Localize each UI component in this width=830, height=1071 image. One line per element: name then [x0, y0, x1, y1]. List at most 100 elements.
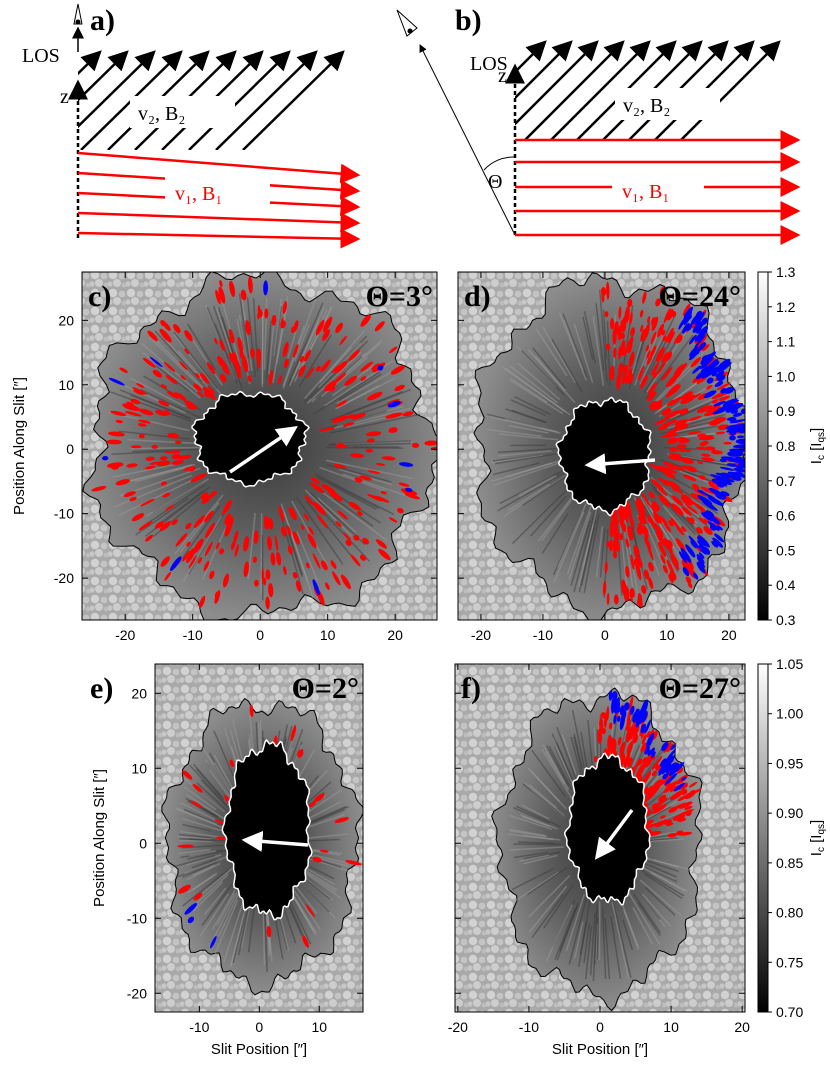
red-patch — [723, 441, 732, 445]
red-patch — [660, 515, 669, 528]
blue-patch — [695, 332, 703, 342]
blue-patch — [705, 510, 715, 517]
filament — [510, 399, 547, 417]
red-patch — [281, 526, 287, 537]
filament — [187, 849, 229, 860]
blue-patch — [664, 772, 670, 778]
red-patch — [286, 525, 292, 537]
blue-patch — [707, 496, 724, 507]
filament — [113, 474, 192, 508]
filament — [497, 447, 563, 454]
los-label: LOS — [22, 45, 60, 67]
red-patch — [106, 439, 122, 445]
filament — [557, 500, 588, 568]
filament — [509, 814, 553, 831]
red-patch — [360, 376, 367, 381]
red-patch — [152, 369, 163, 378]
filament — [573, 323, 594, 383]
red-patch — [353, 534, 360, 541]
filament — [509, 379, 564, 415]
red-patch — [282, 301, 287, 314]
colorbar-tick-label: 1.2 — [776, 299, 796, 315]
panel-label: a) — [90, 4, 115, 37]
upper-label: v₂, B₂ — [623, 95, 670, 117]
red-patch — [671, 503, 684, 516]
label-bg — [615, 88, 720, 120]
blue-patch — [681, 776, 687, 781]
blue-patch — [700, 359, 708, 366]
blue-patch — [696, 554, 705, 564]
red-patch — [164, 571, 172, 581]
red-patch — [599, 717, 604, 732]
red-patch — [404, 493, 421, 500]
filament — [177, 350, 204, 380]
red-patch — [193, 383, 202, 392]
red-patch — [649, 783, 661, 796]
filament — [182, 823, 211, 832]
red-patch — [655, 346, 665, 363]
filament — [280, 503, 309, 582]
red-patch — [677, 818, 687, 823]
red-patch — [165, 450, 182, 454]
colorbar-tick-label: 0.4 — [776, 577, 796, 593]
filament — [639, 863, 678, 883]
red-patch — [607, 745, 611, 757]
filament — [639, 879, 682, 917]
red-patch — [204, 510, 214, 523]
red-patch — [325, 582, 330, 590]
blue-patch — [689, 334, 697, 345]
filament — [192, 873, 216, 891]
label-bg — [612, 172, 704, 208]
red-patch — [397, 507, 404, 514]
red-patch — [305, 562, 310, 569]
red-patch — [280, 320, 286, 329]
red-patch — [666, 308, 674, 321]
red-patch — [186, 541, 191, 547]
filament — [187, 323, 217, 371]
red-patch — [613, 594, 619, 605]
red-patch — [703, 526, 713, 535]
y-tick-label: 10 — [58, 377, 74, 393]
filament — [282, 299, 317, 389]
panel-label: f) — [461, 672, 481, 705]
filament — [518, 841, 556, 845]
blue-patch — [405, 487, 413, 493]
red-patch — [160, 384, 167, 389]
blue-patch — [733, 467, 745, 473]
red-patch — [628, 696, 634, 711]
filament — [595, 526, 604, 578]
blue-patch — [723, 480, 733, 485]
panel: -20 -10 0 10 20 d) Θ=24° 0.3 0.4 0.5 0.6 0.7 0.8 0.9 1… — [457, 264, 827, 643]
filament — [499, 469, 564, 505]
red-patch — [241, 355, 249, 373]
blue-patch — [735, 444, 745, 449]
filament — [497, 471, 566, 512]
colorbar-tick-label: 0.95 — [776, 755, 803, 771]
red-patch — [237, 337, 244, 354]
red-patch — [655, 531, 665, 546]
blue-patch — [703, 390, 717, 399]
red-patch — [657, 360, 667, 375]
red-patch — [385, 412, 403, 419]
filament — [504, 418, 558, 433]
filament — [578, 509, 599, 593]
red-patch — [647, 785, 654, 793]
blue-patch — [662, 762, 669, 770]
red-patch — [623, 752, 631, 769]
blue-patch — [726, 463, 738, 467]
red-patch — [333, 372, 347, 384]
filament — [530, 495, 567, 537]
los-line — [419, 44, 516, 236]
red-patch — [287, 545, 293, 555]
red-patch — [670, 789, 685, 801]
blue-patch — [737, 435, 745, 439]
red-patch — [390, 365, 405, 375]
red-patch — [701, 453, 711, 457]
red-patch — [192, 784, 203, 793]
filament — [118, 476, 200, 517]
x-tick-label: 20 — [387, 627, 403, 643]
red-patch — [667, 833, 678, 838]
filament — [639, 868, 685, 897]
red-patch — [685, 504, 695, 512]
filament — [165, 339, 212, 391]
